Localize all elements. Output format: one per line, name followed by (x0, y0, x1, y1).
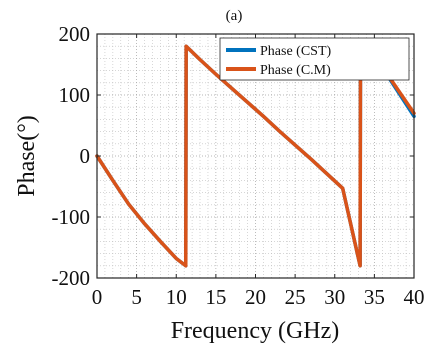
x-tick-label: 15 (205, 285, 226, 309)
y-tick-label: -200 (52, 266, 91, 290)
series-layer (95, 44, 416, 268)
y-tick-label: 0 (80, 144, 91, 168)
series-line-cm (95, 44, 416, 268)
y-tick-label: -100 (52, 205, 91, 229)
legend-box (219, 37, 410, 81)
x-tick-label: 25 (285, 285, 306, 309)
legend: Phase (CST) Phase (C.M) (219, 37, 410, 81)
legend-label-cst: Phase (CST) (260, 44, 332, 59)
legend-label-cm: Phase (C.M) (260, 63, 331, 78)
x-tick-label: 0 (92, 285, 103, 309)
axis-ticks (96, 33, 415, 279)
y-tick-label: 100 (59, 83, 91, 107)
x-axis-label: Frequency (GHz) (171, 318, 340, 344)
y-tick-labels: -200 -100 0 100 200 (52, 22, 91, 290)
y-tick-label: 200 (59, 22, 91, 46)
x-tick-label: 10 (166, 285, 187, 309)
x-tick-label: 40 (404, 285, 425, 309)
x-tick-label: 5 (131, 285, 142, 309)
panel-label: (a) (226, 8, 243, 24)
x-tick-labels: 0 5 10 15 20 25 30 35 40 (92, 285, 425, 309)
y-axis-label: Phase(°) (14, 115, 40, 197)
x-tick-label: 30 (324, 285, 345, 309)
x-tick-label: 20 (245, 285, 266, 309)
x-tick-label: 35 (364, 285, 385, 309)
